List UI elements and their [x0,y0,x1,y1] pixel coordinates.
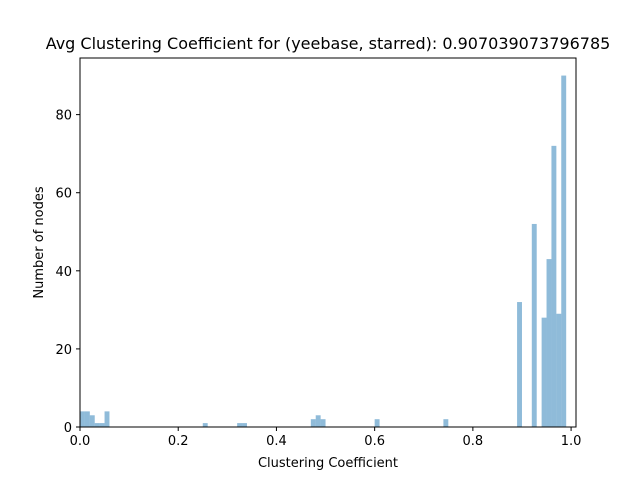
histogram-bar-0 [80,411,85,427]
histogram-bar-12 [374,419,380,427]
y-axis-label: Number of nodes [32,186,47,298]
histogram-bar-6 [202,423,208,427]
histogram-bar-5 [104,411,110,427]
x-tick-label: 0.2 [168,434,189,449]
y-axis-ticks: 0 20 40 60 80 [55,109,80,436]
y-tick-label: 20 [55,343,72,358]
x-tick-label: 0.6 [364,434,385,449]
histogram-bar-17 [546,259,552,427]
histogram-bar-16 [541,317,547,427]
axes-frame [79,57,577,428]
histogram-bar-10 [315,415,321,427]
histogram-bar-14 [517,302,522,427]
x-tick-label: 0.8 [463,434,484,449]
histogram-bar-7 [237,423,243,427]
histogram-bar-9 [310,419,316,427]
x-tick-label: 1.0 [561,434,582,449]
chart-title: Avg Clustering Coefficient for (yeebase,… [46,34,611,53]
histogram-bar-13 [443,419,449,427]
x-axis-label: Clustering Coefficient [258,456,398,471]
histogram-bar-20 [561,75,567,428]
histogram-bar-3 [94,423,100,427]
y-tick-label: 40 [55,265,72,280]
histogram-bar-4 [99,423,105,427]
histogram-bar-15 [531,223,537,427]
histogram-bar-11 [320,419,326,427]
x-tick-label: 0.4 [266,434,287,449]
histogram-bar-18 [551,145,557,427]
y-tick-label: 60 [55,187,72,202]
histogram-bar-19 [556,313,562,427]
bars-group [80,75,567,428]
x-axis-ticks: 0.0 0.2 0.4 0.6 0.8 1.0 [70,427,582,449]
x-tick-label: 0.0 [70,434,91,449]
y-tick-label: 80 [55,109,72,124]
y-tick-label: 0 [64,421,72,436]
histogram-bar-2 [89,415,95,427]
histogram-bar-1 [84,411,90,427]
histogram-bar-8 [242,423,247,427]
